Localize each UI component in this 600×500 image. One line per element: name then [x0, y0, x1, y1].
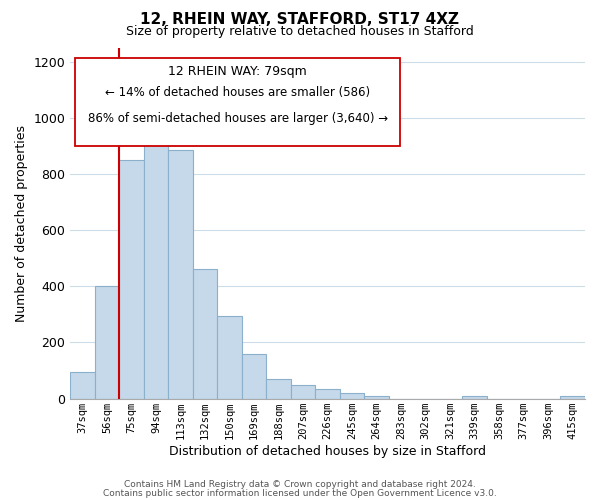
Text: 86% of semi-detached houses are larger (3,640) →: 86% of semi-detached houses are larger (… — [88, 112, 388, 126]
Bar — [217, 316, 242, 398]
Bar — [463, 396, 487, 398]
Bar — [70, 372, 95, 398]
Text: Contains public sector information licensed under the Open Government Licence v3: Contains public sector information licen… — [103, 488, 497, 498]
X-axis label: Distribution of detached houses by size in Stafford: Distribution of detached houses by size … — [169, 444, 486, 458]
Bar — [560, 396, 585, 398]
Bar — [242, 354, 266, 399]
Y-axis label: Number of detached properties: Number of detached properties — [15, 124, 28, 322]
Bar — [193, 270, 217, 398]
Bar — [266, 379, 291, 398]
Bar — [119, 160, 144, 398]
Bar — [291, 384, 316, 398]
Text: Size of property relative to detached houses in Stafford: Size of property relative to detached ho… — [126, 25, 474, 38]
Bar — [95, 286, 119, 399]
FancyBboxPatch shape — [76, 58, 400, 146]
Text: Contains HM Land Registry data © Crown copyright and database right 2024.: Contains HM Land Registry data © Crown c… — [124, 480, 476, 489]
Bar — [316, 389, 340, 398]
Text: 12, RHEIN WAY, STAFFORD, ST17 4XZ: 12, RHEIN WAY, STAFFORD, ST17 4XZ — [140, 12, 460, 28]
Text: 12 RHEIN WAY: 79sqm: 12 RHEIN WAY: 79sqm — [168, 65, 307, 78]
Bar — [364, 396, 389, 398]
Text: ← 14% of detached houses are smaller (586): ← 14% of detached houses are smaller (58… — [105, 86, 370, 99]
Bar — [144, 128, 169, 398]
Bar — [169, 150, 193, 398]
Bar — [340, 393, 364, 398]
